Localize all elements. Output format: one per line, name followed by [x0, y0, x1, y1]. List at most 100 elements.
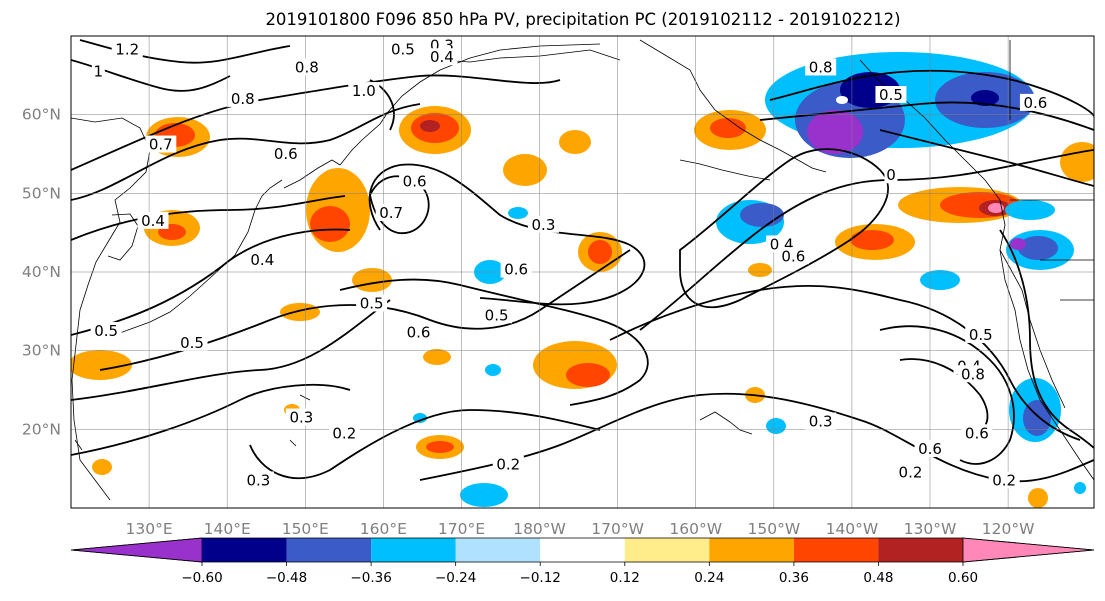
pv-contour-0.8-alaska	[769, 69, 1094, 117]
latitude-axis: 20°N 30°N 40°N 50°N 60°N	[22, 106, 61, 439]
contour-label: 0.6	[274, 145, 298, 163]
contour-label: 0.8	[809, 58, 833, 76]
contour-label: 0.5	[485, 306, 509, 324]
contour-label: 0.2	[992, 471, 1016, 489]
pv-contour-0.6-east	[679, 148, 889, 309]
contour-label: 0.8	[231, 90, 255, 108]
contour-label-bg	[375, 204, 407, 221]
x-tick-label: 170°E	[438, 520, 485, 538]
arctic-coastline	[439, 49, 621, 63]
x-tick-label: 180°W	[513, 520, 566, 538]
y-tick-label: 20°N	[22, 420, 61, 438]
contour-label-bg	[875, 86, 907, 103]
contour-label-bg	[1019, 93, 1051, 111]
contour-label-bg	[285, 408, 317, 426]
colorbar-segment	[709, 538, 794, 562]
contour-label-bg	[242, 471, 274, 489]
contour-label-bg	[176, 333, 208, 351]
y-tick-label: 50°N	[22, 184, 61, 202]
contour-label-bg	[227, 89, 259, 107]
x-tick-label: 170°W	[591, 520, 644, 538]
contour-label-bg	[961, 424, 993, 442]
contour-label: 0.2	[899, 464, 923, 482]
contour-label-bg	[291, 58, 323, 76]
kamchatka-coastline	[339, 111, 389, 166]
colorbar-tick-label: −0.12	[520, 570, 561, 586]
y-tick-label: 40°N	[22, 263, 61, 281]
pv-contour-0.5-coast	[999, 229, 1094, 449]
small-islands	[74, 394, 311, 451]
contour-label-bg	[957, 365, 989, 383]
contour-label-bg	[914, 440, 946, 457]
colorbar-tick-label: 0.12	[610, 570, 640, 586]
positive-anomaly-east-pacific	[835, 142, 1094, 508]
contour-label: 0.7	[379, 204, 403, 222]
contour-label-bg	[111, 40, 143, 58]
alaska-west-coastline	[639, 39, 781, 151]
contour-label: 0.3	[809, 412, 833, 430]
colorbar-tick-label: 0.60	[948, 570, 978, 586]
pv-contour-0.6-mid	[339, 278, 649, 406]
contour-label: 0.4	[430, 48, 454, 66]
contour-label-bg	[894, 463, 926, 481]
pv-contour-0.3	[71, 299, 391, 401]
contour-label-bg	[805, 412, 837, 430]
y-tick-label: 60°N	[22, 106, 61, 124]
contour-label: 0.5	[180, 334, 204, 352]
pv-contour-0.4	[71, 195, 346, 241]
contour-labels: 1.210.80.70.60.80.5 0.30.41.00.60.70.40.4…	[90, 36, 1051, 489]
contour-label-bg	[500, 260, 532, 278]
chart-title: 2019101800 F096 850 hPa PV, precipitatio…	[265, 10, 900, 29]
colorbar-segment	[793, 538, 879, 562]
contour-label-bg	[481, 306, 513, 324]
contour-label: 0.8	[295, 58, 319, 76]
contour-label: 1.0	[352, 82, 376, 100]
contour-label: 0.5	[94, 322, 118, 340]
contour-label-bg	[145, 135, 177, 153]
pv-contour-0.3-mid	[368, 163, 646, 306]
x-tick-label: 130°W	[904, 520, 957, 538]
contour-label: 0.5	[879, 86, 903, 104]
contour-label-bg	[965, 325, 997, 343]
pv-contour-1.2	[79, 39, 291, 64]
pv-contour-0.6-alaska	[879, 129, 1094, 187]
contour-label-bg	[527, 215, 559, 233]
contour-label: 0.3	[532, 216, 556, 234]
contour-label: 0.4	[250, 251, 274, 269]
x-tick-label: 140°E	[204, 520, 251, 538]
korea-coastline	[107, 213, 139, 261]
contour-label: 0.3	[289, 409, 313, 427]
colorbar-tick-label: 0.36	[779, 570, 809, 586]
x-tick-label: 140°W	[826, 520, 879, 538]
pv-contour-0.6-north	[71, 103, 421, 201]
y-tick-label: 30°N	[22, 342, 61, 360]
x-tick-label: 160°W	[669, 520, 722, 538]
contour-label-bg	[492, 455, 524, 473]
contour-label: 0.4	[141, 212, 165, 230]
contour-label: 0.6	[504, 261, 528, 279]
pv-contour-0.3-south	[71, 383, 351, 456]
contour-label-bg	[777, 247, 809, 265]
x-tick-label: 150°E	[282, 520, 329, 538]
pv-contour-0.6-south	[879, 325, 1015, 465]
contour-label: 0.2	[332, 424, 356, 442]
pv-contour-0.4-south	[899, 358, 989, 431]
pv-contour-0.2	[249, 409, 601, 480]
colorbar-extend-low	[70, 537, 203, 563]
contour-label: 0.8	[961, 365, 985, 383]
contour-label: 0.2	[496, 456, 520, 474]
aleutian-chain	[679, 159, 771, 181]
contour-label: 0.5	[969, 326, 993, 344]
map-frame	[70, 35, 1095, 509]
hawaii-islands	[699, 411, 753, 435]
contour-label-bg	[426, 48, 458, 66]
contour-label: 1.2	[115, 40, 139, 58]
contour-label-bg	[403, 323, 435, 341]
contour-label-bg	[328, 424, 360, 442]
graticule	[71, 36, 1094, 508]
japan-coastline	[111, 209, 256, 337]
colorbar-segment	[540, 538, 625, 562]
contour-label: 0.6	[407, 324, 431, 342]
x-tick-label: 130°E	[126, 520, 173, 538]
